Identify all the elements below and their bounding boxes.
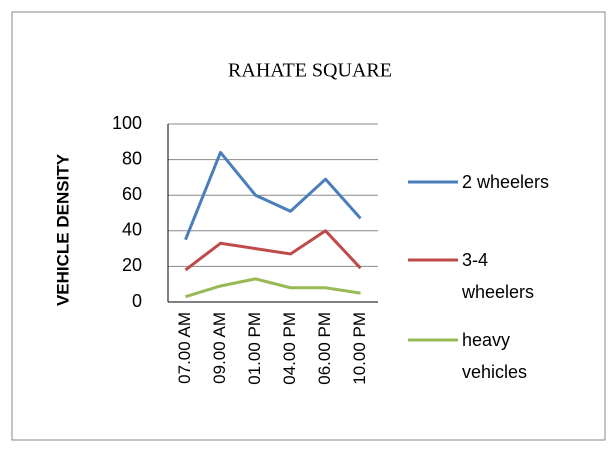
x-tick-label: 04.00 PM [280, 312, 299, 385]
y-tick-label: 20 [122, 255, 142, 275]
y-tick-label: 0 [132, 291, 142, 311]
y-tick-label: 60 [122, 184, 142, 204]
x-tick-label: 07.00 AM [175, 312, 194, 384]
y-tick-label: 40 [122, 220, 142, 240]
x-tick-label: 01.00 PM [245, 312, 264, 385]
chart-border [11, 11, 606, 441]
series-line [185, 277, 361, 299]
legend-label: 2 wheelers [462, 172, 550, 192]
legend-label: 3-4 wheelers [462, 250, 535, 302]
x-tick-label: 10.00 PM [350, 312, 369, 385]
x-tick-label: 09.00 AM [210, 312, 229, 384]
y-tick-label: 80 [122, 148, 142, 168]
series-line [184, 229, 362, 272]
y-tick-label: 100 [112, 113, 142, 133]
y-axis-label: VEHICLE DENSITY [53, 153, 72, 306]
x-tick-label: 06.00 PM [315, 312, 334, 385]
series-line [184, 150, 362, 241]
chart-title: RAHATE SQUARE [228, 60, 392, 82]
legend-label: heavy vehicles [462, 330, 528, 382]
